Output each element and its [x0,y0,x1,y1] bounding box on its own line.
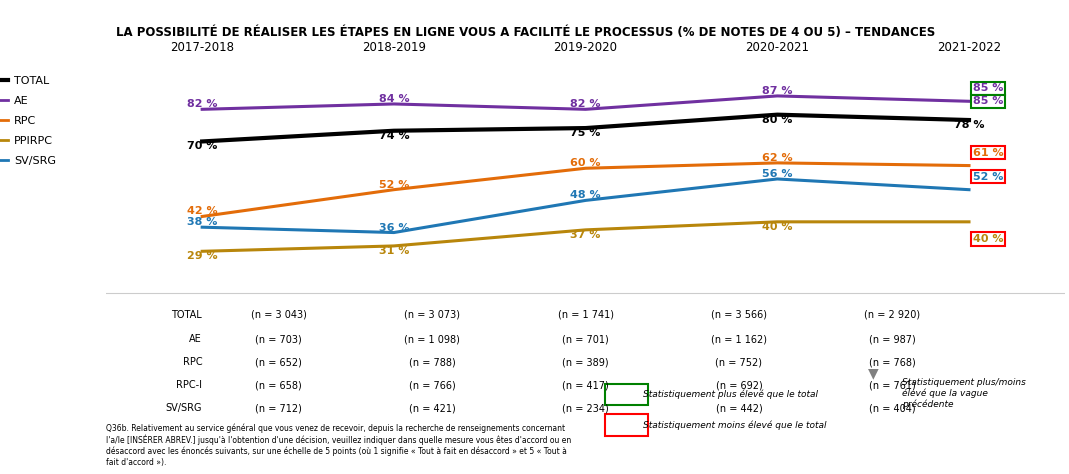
Text: (n = 234): (n = 234) [562,403,609,413]
Text: (n = 1 741): (n = 1 741) [558,310,614,320]
Text: Q36b. Relativement au service général que vous venez de recevoir, depuis la rech: Q36b. Relativement au service général qu… [106,424,572,467]
Text: 80 %: 80 % [762,115,792,125]
Text: (n = 1 098): (n = 1 098) [404,334,460,345]
Legend: TOTAL, AE, RPC, PPIRPC, SV/SRG: TOTAL, AE, RPC, PPIRPC, SV/SRG [0,71,60,170]
Text: 85 %: 85 % [973,96,1003,106]
Text: 87 %: 87 % [762,86,792,96]
Text: 36 %: 36 % [378,222,409,233]
Text: 74 %: 74 % [378,131,409,141]
Text: (n = 712): (n = 712) [255,403,303,413]
FancyBboxPatch shape [605,414,648,436]
Text: 82 %: 82 % [571,100,601,109]
Text: 38 %: 38 % [187,217,217,227]
Text: 42 %: 42 % [187,207,217,217]
Text: (n = 703): (n = 703) [255,334,303,345]
Text: (n = 652): (n = 652) [255,357,303,367]
Text: 52 %: 52 % [378,180,409,190]
Text: 37 %: 37 % [571,230,601,240]
Text: (n = 752): (n = 752) [715,357,762,367]
Text: 29 %: 29 % [187,251,217,261]
Text: (n = 3 043): (n = 3 043) [251,310,307,320]
Text: (n = 987): (n = 987) [869,334,916,345]
Text: RPC-I: RPC-I [176,380,202,391]
Text: (n = 442): (n = 442) [715,403,762,413]
Text: 61 %: 61 % [973,148,1004,158]
Text: 85 %: 85 % [973,83,1003,93]
Text: 40 %: 40 % [973,234,1004,244]
Text: Statistiquement plus/moins
élevé que la vague
précédente: Statistiquement plus/moins élevé que la … [902,378,1026,409]
Text: (n = 768): (n = 768) [869,357,916,367]
Text: (n = 701): (n = 701) [562,334,609,345]
Text: (n = 1 162): (n = 1 162) [711,334,766,345]
Text: 62 %: 62 % [762,153,792,163]
Text: (n = 3 073): (n = 3 073) [404,310,461,320]
Text: (n = 766): (n = 766) [408,380,455,391]
Text: (n = 417): (n = 417) [562,380,609,391]
Text: (n = 2 920): (n = 2 920) [864,310,920,320]
Text: 70 %: 70 % [187,141,217,152]
Text: 48 %: 48 % [570,191,601,201]
Text: 82 %: 82 % [187,100,217,109]
Text: (n = 761): (n = 761) [869,380,916,391]
Text: 84 %: 84 % [378,94,409,104]
FancyBboxPatch shape [605,384,648,405]
Text: 60 %: 60 % [571,158,601,168]
Text: 31 %: 31 % [378,246,409,256]
Text: 78 %: 78 % [954,120,985,130]
Text: (n = 389): (n = 389) [562,357,609,367]
Text: (n = 404): (n = 404) [869,403,916,413]
Text: (n = 658): (n = 658) [255,380,303,391]
Text: Statistiquement plus élevé que le total: Statistiquement plus élevé que le total [644,390,818,399]
Text: AE: AE [189,334,202,345]
Text: 75 %: 75 % [571,128,601,138]
Text: 56 %: 56 % [762,169,792,179]
Text: (n = 3 566): (n = 3 566) [711,310,766,320]
Text: RPC: RPC [183,357,202,367]
Text: SV/SRG: SV/SRG [166,403,202,413]
Text: 40 %: 40 % [762,222,792,232]
Text: (n = 692): (n = 692) [715,380,762,391]
Text: (n = 788): (n = 788) [408,357,455,367]
Text: ▼: ▼ [868,366,879,380]
Text: 52 %: 52 % [973,172,1003,182]
Text: TOTAL: TOTAL [171,310,202,320]
Text: LA POSSIBILITÉ DE RÉALISER LES ÉTAPES EN LIGNE VOUS A FACILITÉ LE PROCESSUS (% D: LA POSSIBILITÉ DE RÉALISER LES ÉTAPES EN… [115,26,935,39]
Text: Statistiquement moins élevé que le total: Statistiquement moins élevé que le total [644,420,826,430]
Text: (n = 421): (n = 421) [408,403,455,413]
